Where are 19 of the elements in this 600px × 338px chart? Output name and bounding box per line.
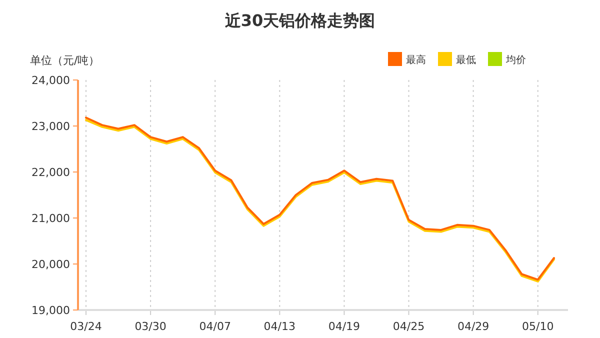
chart-title: 近30天铝价格走势图: [224, 11, 376, 30]
y-tick-label: 24,000: [32, 74, 70, 87]
y-tick-label: 23,000: [32, 120, 70, 133]
y-tick-label: 19,000: [32, 304, 70, 317]
y-tick-label: 22,000: [32, 166, 70, 179]
x-tick-label: 04/19: [328, 320, 360, 333]
legend-label: 最高: [406, 54, 426, 66]
y-axis-title: 单位（元/吨）: [30, 54, 100, 67]
legend-label: 最低: [456, 55, 476, 66]
legend-label: 均价: [505, 54, 526, 66]
x-tick-label: 03/24: [70, 320, 102, 333]
x-tick-label: 04/25: [392, 320, 425, 333]
x-tick-label: 04/13: [264, 320, 296, 333]
x-tick-label: 03/30: [134, 320, 166, 333]
x-tick-label: 05/10: [522, 320, 554, 333]
x-tick-label: 04/07: [199, 320, 231, 333]
x-tick-label: 04/29: [457, 320, 490, 333]
y-tick-label: 21,000: [32, 212, 70, 225]
y-tick-label: 20,000: [32, 258, 70, 271]
